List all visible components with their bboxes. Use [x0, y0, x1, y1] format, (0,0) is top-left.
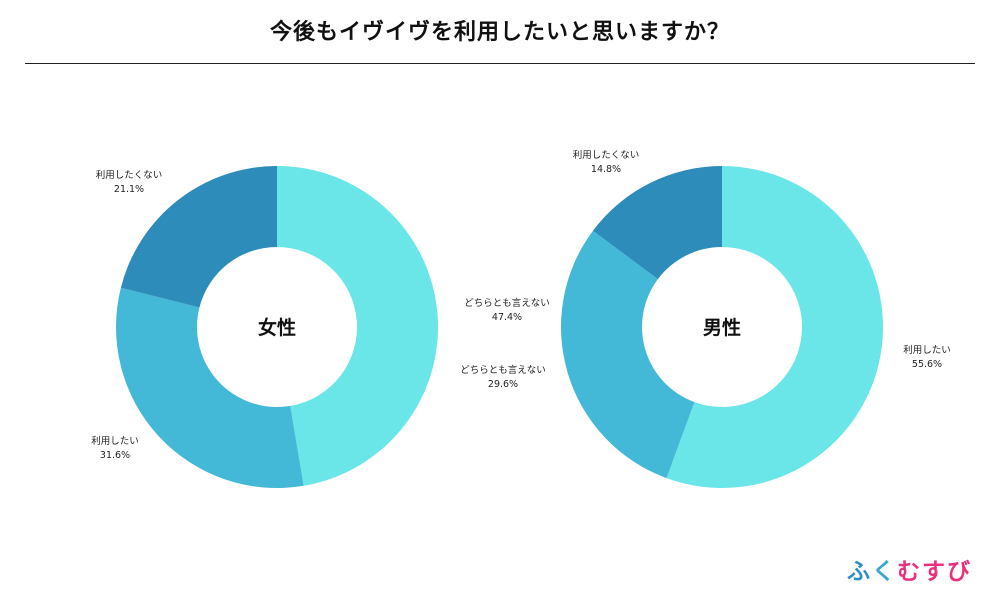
donut-slice — [116, 287, 304, 489]
logo-char: む — [897, 559, 922, 585]
slice-category-label: どちらとも言えない — [460, 364, 546, 376]
logo-char: す — [922, 559, 947, 585]
donut-slice — [592, 166, 722, 280]
logo-char: ふ — [847, 559, 872, 585]
title-divider — [25, 63, 975, 64]
chart-title: 今後もイヴイヴを利用したいと思いますか？ — [269, 20, 730, 45]
slice-value-label: 31.6% — [100, 450, 130, 461]
slice-value-label: 55.6% — [912, 359, 942, 370]
donut-center-label: 女性 — [258, 316, 296, 339]
brand-logo: ふくむすび — [847, 552, 972, 586]
donut-slice — [120, 166, 278, 308]
logo-char: び — [947, 559, 972, 585]
slice-category-label: どちらとも言えない — [464, 297, 550, 309]
slice-value-label: 29.6% — [488, 379, 518, 390]
donut-slice — [560, 230, 695, 479]
donut-slice — [277, 166, 439, 486]
donut-center-label: 男性 — [703, 316, 741, 339]
slice-category-label: 利用したい — [903, 344, 951, 356]
slice-category-label: 利用したくない — [573, 149, 640, 161]
slice-category-label: 利用したい — [91, 435, 139, 447]
slice-value-label: 14.8% — [591, 164, 621, 175]
slice-category-label: 利用したくない — [96, 169, 163, 181]
slice-value-label: 21.1% — [114, 184, 144, 195]
donut-slice — [666, 166, 883, 488]
slice-value-label: 47.4% — [492, 312, 522, 323]
logo-char: く — [872, 559, 897, 585]
